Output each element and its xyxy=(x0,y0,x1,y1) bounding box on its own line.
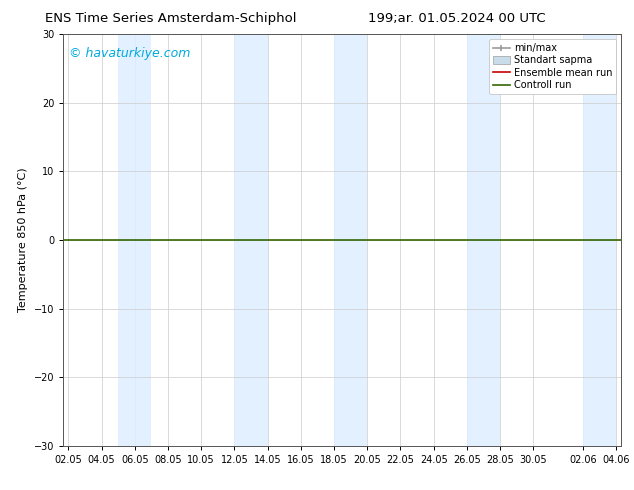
Bar xyxy=(334,34,367,446)
Bar xyxy=(235,34,268,446)
Bar xyxy=(583,34,616,446)
Y-axis label: Temperature 850 hPa (°C): Temperature 850 hPa (°C) xyxy=(18,168,29,313)
Bar xyxy=(467,34,500,446)
Text: 199;ar. 01.05.2024 00 UTC: 199;ar. 01.05.2024 00 UTC xyxy=(368,12,545,25)
Bar xyxy=(118,34,152,446)
Text: © havaturkiye.com: © havaturkiye.com xyxy=(69,47,190,60)
Text: ENS Time Series Amsterdam-Schiphol: ENS Time Series Amsterdam-Schiphol xyxy=(46,12,297,25)
Legend: min/max, Standart sapma, Ensemble mean run, Controll run: min/max, Standart sapma, Ensemble mean r… xyxy=(489,39,616,94)
